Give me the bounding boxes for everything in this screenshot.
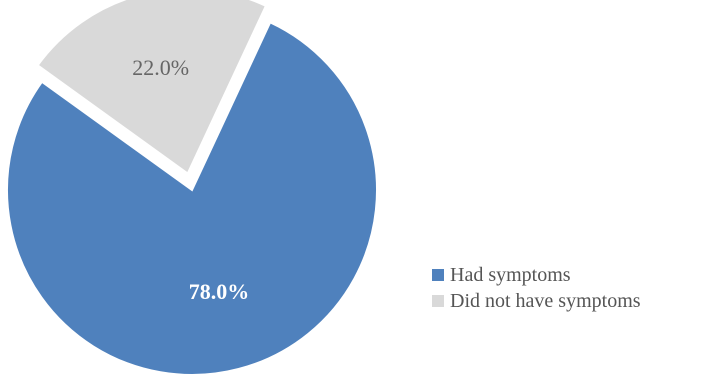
- pie-slice-had-symptoms: [6, 21, 378, 375]
- legend-item-did-not-have-symptoms: Did not have symptoms: [432, 288, 641, 314]
- legend-item-had-symptoms: Had symptoms: [432, 262, 641, 288]
- pie-slices: [6, 0, 378, 375]
- legend-swatch-did-not-have-symptoms: [432, 295, 444, 307]
- data-label-had-symptoms: 78.0%: [189, 279, 250, 304]
- legend-swatch-had-symptoms: [432, 269, 444, 281]
- legend-label-had-symptoms: Had symptoms: [450, 263, 571, 286]
- legend: Had symptoms Did not have symptoms: [432, 262, 641, 314]
- legend-label-did-not-have-symptoms: Did not have symptoms: [450, 289, 641, 312]
- pie-data-labels: 78.0% 22.0%: [132, 55, 249, 304]
- pie-slice-did-not-have-symptoms: [36, 0, 268, 176]
- data-label-did-not-have-symptoms: 22.0%: [132, 55, 189, 80]
